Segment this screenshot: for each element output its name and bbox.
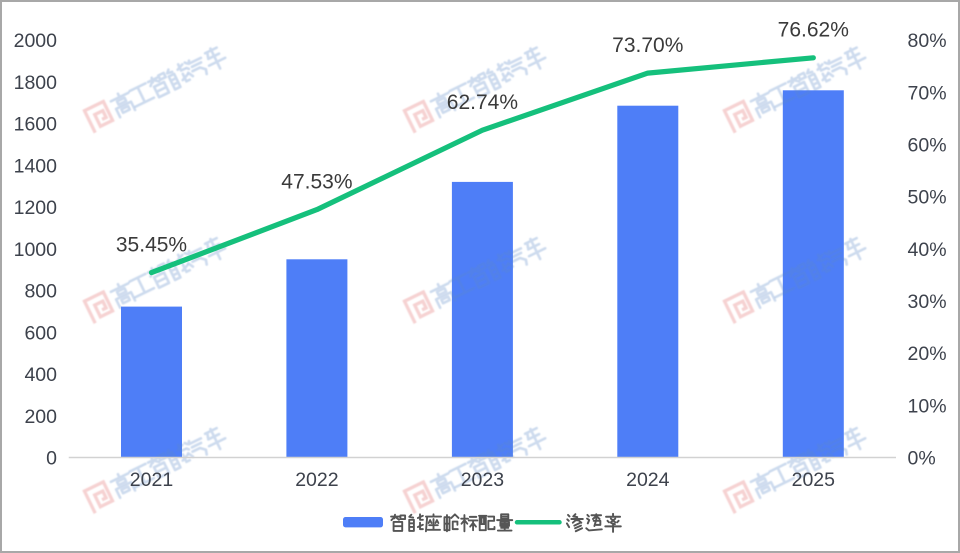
svg-text:800: 800 [24,281,57,303]
svg-text:2024: 2024 [626,469,670,491]
svg-text:10%: 10% [908,395,947,417]
svg-text:2022: 2022 [295,469,338,491]
svg-text:2000: 2000 [14,30,58,52]
svg-text:1800: 1800 [14,72,58,94]
svg-text:40%: 40% [908,239,947,261]
svg-text:47.53%: 47.53% [281,171,352,194]
svg-text:0%: 0% [908,448,936,470]
svg-text:1200: 1200 [14,197,58,219]
svg-text:80%: 80% [908,30,947,52]
svg-text:76.62%: 76.62% [778,19,849,42]
svg-text:200: 200 [24,406,57,428]
svg-text:20%: 20% [908,343,947,365]
svg-text:70%: 70% [908,82,947,104]
svg-text:1400: 1400 [14,155,58,177]
svg-text:62.74%: 62.74% [447,91,518,114]
svg-text:60%: 60% [908,135,947,157]
svg-text:2023: 2023 [461,469,504,491]
svg-text:2025: 2025 [792,469,836,491]
svg-text:2021: 2021 [130,469,173,491]
svg-text:50%: 50% [908,187,947,209]
svg-text:0: 0 [46,448,57,470]
svg-text:30%: 30% [908,291,947,313]
svg-text:35.45%: 35.45% [116,234,187,257]
svg-text:600: 600 [24,322,57,344]
svg-text:400: 400 [24,364,57,386]
svg-text:1000: 1000 [14,239,58,261]
svg-text:73.70%: 73.70% [612,34,683,57]
svg-text:1600: 1600 [14,114,58,136]
